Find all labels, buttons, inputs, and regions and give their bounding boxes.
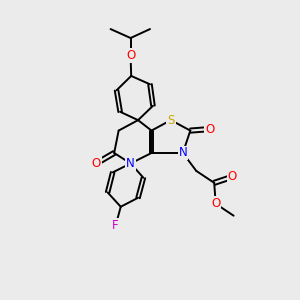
Text: F: F [112,219,119,232]
Text: O: O [211,197,220,210]
Text: N: N [178,146,187,160]
Text: O: O [126,50,135,62]
Text: N: N [126,157,135,170]
Text: S: S [167,114,175,127]
Text: O: O [92,157,101,170]
Text: O: O [227,170,237,183]
Text: O: O [205,123,214,136]
